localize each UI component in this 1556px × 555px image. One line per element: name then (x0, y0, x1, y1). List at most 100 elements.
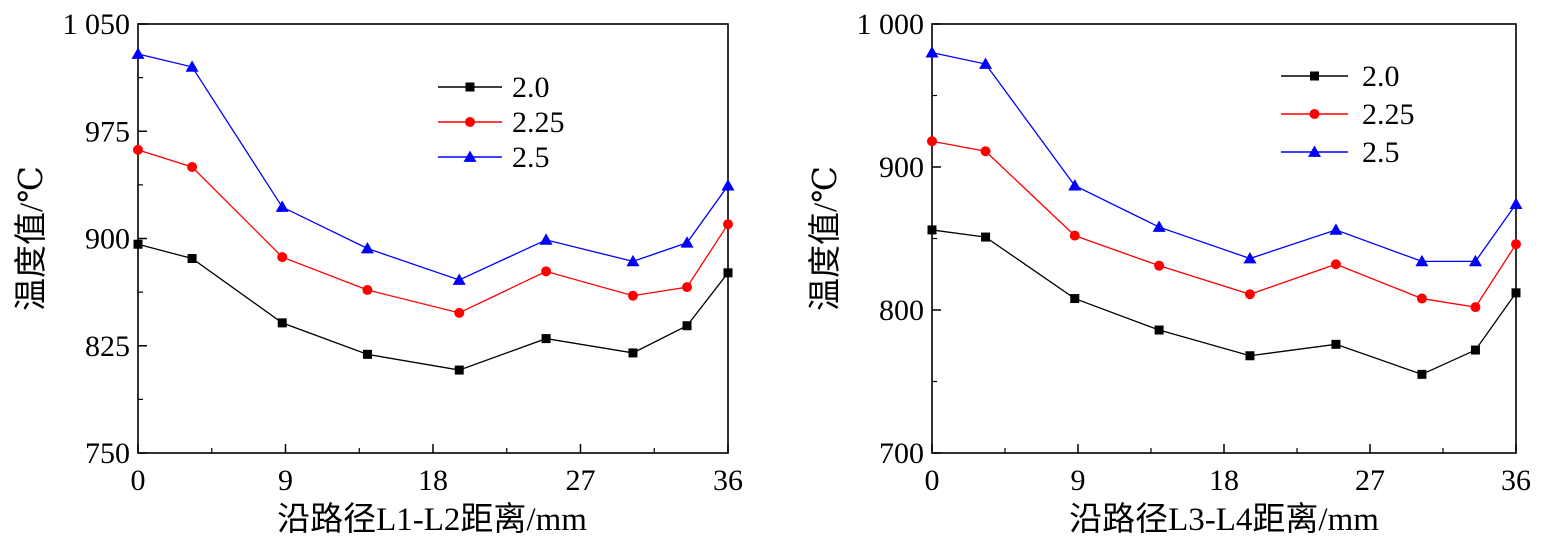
series-line (137, 53, 729, 281)
data-point (925, 46, 939, 58)
y-axis-label: 温度值/℃ (807, 166, 844, 311)
data-point (1416, 293, 1427, 304)
data-point (1244, 289, 1255, 300)
data-point (185, 60, 199, 72)
legend-marker (1309, 109, 1320, 119)
data-point (1331, 339, 1341, 349)
series-line (137, 149, 729, 314)
legend-label: 2.5 (512, 141, 550, 174)
x-axis-label: 沿路径L3-L4距离/mm (1069, 501, 1379, 538)
data-point (927, 136, 937, 147)
data-point (1470, 345, 1480, 355)
data-point (452, 273, 466, 285)
data-point (1468, 254, 1482, 267)
y-axis-label: 温度值/℃ (13, 166, 50, 311)
data-point (628, 348, 638, 358)
data-point (275, 200, 289, 212)
data-point (626, 254, 640, 267)
data-point (133, 144, 143, 155)
data-point (1068, 179, 1082, 191)
y-tick-label: 825 (85, 330, 130, 363)
data-point (1154, 325, 1164, 335)
x-tick-label: 36 (1501, 464, 1531, 497)
series-line (931, 140, 1517, 308)
data-point (1154, 260, 1165, 271)
series-line (931, 51, 1517, 263)
data-point (1243, 252, 1257, 264)
data-point (1509, 197, 1523, 210)
legend-label: 2.0 (512, 71, 550, 104)
x-tick-label: 18 (418, 464, 448, 497)
x-tick-label: 27 (1355, 464, 1385, 497)
data-point (1511, 239, 1521, 250)
y-tick-label: 750 (85, 437, 130, 470)
data-point (680, 236, 694, 248)
data-point (131, 47, 145, 59)
data-point (927, 225, 937, 235)
series-2.0 (927, 225, 1521, 379)
data-point (627, 290, 638, 301)
data-point (541, 266, 552, 277)
legend-label: 2.5 (1362, 136, 1400, 169)
x-tick-label: 36 (713, 464, 743, 497)
data-point (1245, 351, 1255, 361)
series-2.5 (925, 46, 1523, 267)
x-tick-label: 18 (1209, 464, 1239, 497)
legend: 2.02.252.5 (438, 71, 565, 174)
data-point (1330, 259, 1341, 270)
data-point (980, 146, 991, 157)
data-point (187, 254, 197, 264)
data-point (1070, 294, 1080, 304)
data-point (539, 233, 553, 245)
y-tick-label: 700 (879, 437, 924, 470)
legend-label: 2.25 (512, 106, 565, 139)
legend-marker (1310, 71, 1319, 81)
chart-left: 750 825 900 975 1 050 0 9 18 27 36 沿路径L1-L2距离/mm 温度… (13, 8, 743, 538)
data-point (1470, 302, 1481, 313)
data-point (1069, 230, 1080, 241)
data-point (723, 219, 733, 230)
data-point (1415, 254, 1429, 267)
legend-marker (463, 150, 477, 162)
data-point (277, 252, 288, 263)
data-point (133, 239, 143, 249)
legend-label: 2.25 (1362, 98, 1415, 131)
chart-right: 700 800 900 1 000 0 9 18 27 36 沿路径L3-L4距离/mm 温度值/℃… (807, 8, 1531, 538)
data-point (979, 57, 993, 69)
data-point (541, 334, 551, 344)
legend-marker (465, 117, 475, 127)
plot-frame (931, 23, 1517, 454)
legend-marker (1308, 145, 1321, 157)
data-point (360, 242, 374, 254)
x-tick-label: 27 (566, 464, 596, 497)
data-point (981, 232, 991, 242)
x-axis-label: 沿路径L1-L2距离/mm (277, 501, 587, 538)
y-tick-label: 800 (879, 294, 924, 327)
data-point (454, 365, 464, 375)
data-point (723, 268, 733, 278)
legend-label: 2.0 (1362, 60, 1400, 93)
data-point (721, 179, 735, 191)
series-2.25 (927, 136, 1521, 313)
x-tick-label: 9 (278, 464, 293, 497)
data-point (362, 349, 372, 359)
data-point (682, 282, 693, 293)
data-point (1152, 220, 1166, 232)
data-point (682, 321, 692, 331)
data-point (454, 307, 465, 318)
y-tick-label: 900 (85, 223, 130, 256)
data-point (362, 284, 373, 295)
series-2.25 (133, 144, 733, 318)
y-tick-label: 1 050 (63, 8, 131, 41)
y-tick-label: 975 (85, 115, 130, 148)
data-point (1329, 223, 1343, 235)
x-tick-label: 0 (925, 464, 940, 497)
x-tick-label: 0 (131, 464, 146, 497)
y-tick-label: 1 000 (857, 8, 925, 41)
x-tick-label: 9 (1071, 464, 1086, 497)
data-point (1511, 288, 1521, 298)
series-2.5 (131, 47, 735, 285)
legend-marker (465, 82, 475, 92)
data-point (277, 318, 287, 328)
